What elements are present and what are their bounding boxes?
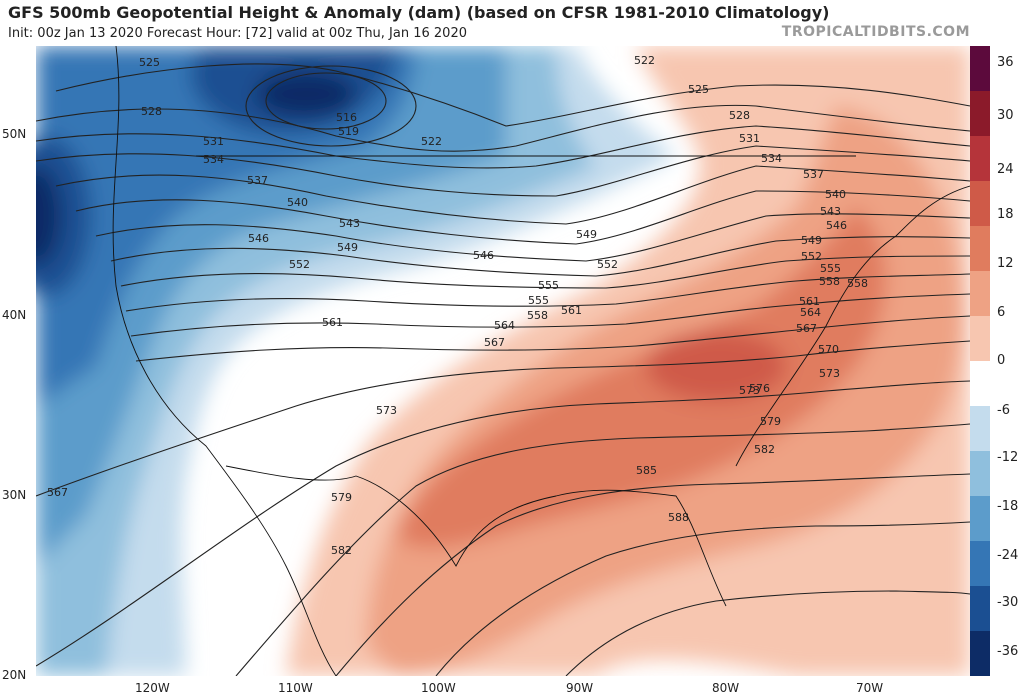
colorbar-tick-label: -36 xyxy=(997,644,1019,659)
contour-label: 564 xyxy=(494,319,515,332)
contour-label: 561 xyxy=(561,304,582,317)
colorbar-tick-label: -6 xyxy=(997,403,1010,418)
contour-label: 555 xyxy=(538,279,559,292)
contour-label: 558 xyxy=(819,275,840,288)
colorbar-tick-label: -12 xyxy=(997,450,1019,465)
colorbar-segment xyxy=(970,136,990,181)
contour-label: 546 xyxy=(248,232,269,245)
contour-label: 552 xyxy=(801,250,822,263)
colorbar-tick-label: 24 xyxy=(997,162,1014,177)
longitude-label: 80W xyxy=(712,681,740,695)
header: GFS 500mb Geopotential Height & Anomaly … xyxy=(0,0,1024,46)
latitude-label: 50N xyxy=(2,127,27,141)
longitude-label: 110W xyxy=(278,681,313,695)
colorbar-tick-label: -18 xyxy=(997,499,1019,514)
colorbar-segment xyxy=(970,271,990,316)
contour-label: 582 xyxy=(331,544,352,557)
contour-label: 579 xyxy=(760,415,781,428)
colorbar-tick-label: 0 xyxy=(997,353,1006,368)
contour-label: 543 xyxy=(339,217,360,230)
contour-label: 549 xyxy=(576,228,597,241)
colorbar-segment xyxy=(970,91,990,136)
longitude-label: 120W xyxy=(135,681,170,695)
colorbar xyxy=(970,46,990,676)
contour-label: 534 xyxy=(203,153,224,166)
contour-label: 552 xyxy=(597,258,618,271)
contour-label: 549 xyxy=(801,234,822,247)
contour-label: 531 xyxy=(203,135,224,148)
contour-label: 573 xyxy=(819,367,840,380)
colorbar-tick-label: 30 xyxy=(997,108,1014,123)
contour-label: 555 xyxy=(528,294,549,307)
contour-label: 516 xyxy=(336,111,357,124)
anomaly-shading xyxy=(36,46,970,676)
contour-label: 585 xyxy=(636,464,657,477)
longitude-label: 100W xyxy=(421,681,456,695)
contour-label: 540 xyxy=(825,188,846,201)
contour-label: 573 xyxy=(739,384,760,397)
contour-label: 567 xyxy=(484,336,505,349)
colorbar-tick-label: 6 xyxy=(997,305,1006,320)
latitude-label: 20N xyxy=(2,668,27,682)
contour-label: 525 xyxy=(139,56,160,69)
colorbar-segment xyxy=(970,451,990,496)
height-contours xyxy=(36,63,970,676)
latitude-label: 40N xyxy=(2,308,27,322)
forecast-subtitle: Init: 00z Jan 13 2020 Forecast Hour: [72… xyxy=(8,26,467,41)
contour-label: 555 xyxy=(820,262,841,275)
contour-label: 519 xyxy=(338,125,359,138)
longitude-label: 70W xyxy=(856,681,884,695)
contour-label: 564 xyxy=(800,306,821,319)
colorbar-segment xyxy=(970,586,990,631)
contour-label: 576 xyxy=(749,382,770,395)
latitude-label: 30N xyxy=(2,488,27,502)
longitude-label: 90W xyxy=(566,681,594,695)
contour-label: 531 xyxy=(739,132,760,145)
brand-watermark: TROPICALTIDBITS.COM xyxy=(781,24,970,40)
contour-label: 561 xyxy=(322,316,343,329)
colorbar-segment xyxy=(970,46,990,91)
colorbar-segment xyxy=(970,406,990,451)
contour-label: 558 xyxy=(847,277,868,290)
contour-label: 579 xyxy=(331,491,352,504)
colorbar-tick-label: 18 xyxy=(997,207,1014,222)
contour-label: 522 xyxy=(634,54,655,67)
colorbar-segment xyxy=(970,226,990,271)
contour-label: 537 xyxy=(803,168,824,181)
page-title: GFS 500mb Geopotential Height & Anomaly … xyxy=(8,3,830,22)
colorbar-segment xyxy=(970,361,990,406)
colorbar-tick-label: 36 xyxy=(997,55,1014,70)
contour-label: 570 xyxy=(818,343,839,356)
borders xyxy=(112,46,970,676)
colorbar-tick-label: -30 xyxy=(997,595,1019,610)
contour-label: 522 xyxy=(421,135,442,148)
contour-label: 534 xyxy=(761,152,782,165)
contour-label: 546 xyxy=(826,219,847,232)
colorbar-segment xyxy=(970,496,990,541)
contour-label: 525 xyxy=(688,83,709,96)
contour-label: 528 xyxy=(729,109,750,122)
contour-label: 573 xyxy=(376,404,397,417)
colorbar-segment xyxy=(970,316,990,361)
contour-label: 588 xyxy=(668,511,689,524)
contour-label: 537 xyxy=(247,174,268,187)
colorbar-segment xyxy=(970,181,990,226)
contour-label: 582 xyxy=(754,443,775,456)
contour-label: 549 xyxy=(337,241,358,254)
contour-label: 543 xyxy=(820,205,841,218)
colorbar-tick-label: -24 xyxy=(997,548,1019,563)
colorbar-segment xyxy=(970,541,990,586)
colorbar-tick-label: 12 xyxy=(997,256,1014,271)
contour-label: 558 xyxy=(527,309,548,322)
contour-label: 552 xyxy=(289,258,310,271)
contour-label: 546 xyxy=(473,249,494,262)
contour-label: 561 xyxy=(799,295,820,308)
contour-label: 567 xyxy=(47,486,68,499)
colorbar-segment xyxy=(970,631,990,676)
contour-label: 528 xyxy=(141,105,162,118)
contour-label: 567 xyxy=(796,322,817,335)
contour-label: 540 xyxy=(287,196,308,209)
